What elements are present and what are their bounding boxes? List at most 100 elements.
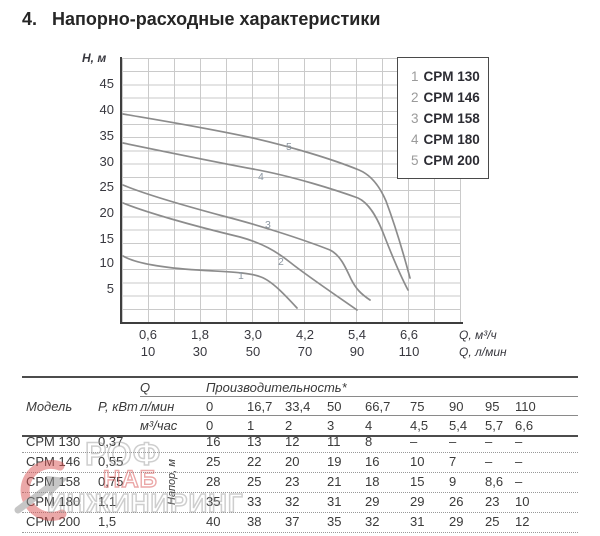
table-row: CPM 146 0,55 25 22 20 19 16 10 7 – –: [22, 453, 578, 473]
curve-label-5: 5: [286, 141, 292, 153]
table-row: CPM 200 1,5 40 38 37 35 32 31 29 25 12: [22, 513, 578, 533]
head-value: 31: [327, 494, 342, 509]
head-value: 9: [449, 474, 457, 489]
section-number: 4.: [22, 9, 38, 29]
curve-label-1: 1: [238, 270, 244, 282]
legend-item: 3 CPM 158: [411, 108, 488, 129]
head-value: 35: [206, 494, 221, 509]
curve-label-2: 2: [278, 256, 284, 268]
head-value: 7: [449, 454, 457, 469]
lmin-col: 16,7: [247, 397, 285, 416]
col-header-q: Q: [140, 378, 206, 397]
curve-label-3: 3: [265, 219, 271, 231]
legend-item-number: 3: [411, 111, 419, 126]
legend-item-name: CPM 146: [423, 90, 480, 105]
x-axis-title-m3h: Q, м³/ч: [459, 328, 497, 342]
curve-cpm-158: [122, 184, 371, 301]
m3h-col: 4: [365, 418, 373, 433]
legend-item-name: CPM 130: [423, 69, 480, 84]
table-row: CPM 180 1,1 35 33 32 31 29 29 26 23 10: [22, 493, 578, 513]
lmin-col: 0: [206, 397, 247, 416]
x-tick-lmin: 110: [398, 344, 420, 359]
model-cell: CPM 130: [26, 434, 81, 449]
model-cell: CPM 180: [26, 494, 81, 509]
lmin-col: 75: [410, 397, 449, 416]
head-value: 33: [247, 494, 262, 509]
col-header-productivity: Производительность*: [206, 378, 578, 397]
x-tick-m3h: 1,8: [190, 327, 210, 342]
y-tick: 20: [99, 205, 114, 220]
performance-table-body: CPM 130 0,37 16 13 12 11 8 – – – – CPM 1…: [22, 433, 578, 533]
x-tick-m3h: 6,6: [399, 327, 419, 342]
pump-curves: [122, 113, 411, 311]
head-value: –: [515, 434, 523, 449]
head-value: 22: [247, 454, 262, 469]
m3h-col: 5,4: [449, 418, 468, 433]
head-value: –: [515, 474, 523, 489]
col-header-model: Модель: [26, 399, 73, 414]
lmin-col: 66,7: [365, 397, 410, 416]
power-cell: 0,55: [98, 454, 124, 469]
head-value: 19: [327, 454, 342, 469]
x-axis-title-lmin: Q, л/мин: [459, 345, 507, 359]
legend-item-name: CPM 158: [423, 111, 480, 126]
model-cell: CPM 200: [26, 514, 81, 529]
power-cell: 0,75: [98, 474, 124, 489]
x-tick-m3h: 4,2: [295, 327, 315, 342]
curve-cpm-180: [122, 142, 409, 291]
head-value: 38: [247, 514, 262, 529]
legend-item: 5 CPM 200: [411, 150, 488, 171]
y-axis-title: H, м: [82, 51, 107, 65]
legend-item-number: 4: [411, 132, 419, 147]
head-value: –: [515, 454, 523, 469]
y-tick: 45: [99, 76, 114, 91]
lmin-col: 33,4: [285, 397, 327, 416]
power-cell: 1,1: [98, 494, 117, 509]
x-tick-m3h: 0,6: [138, 327, 158, 342]
lmin-col: 110: [515, 397, 578, 416]
m3h-col: 1: [247, 418, 255, 433]
m3h-col: 3: [327, 418, 335, 433]
y-tick: 35: [99, 128, 114, 143]
row-header-lmin: л/мин: [140, 397, 206, 416]
model-cell: CPM 158: [26, 474, 81, 489]
head-value: 40: [206, 514, 221, 529]
curve-cpm-130: [122, 255, 298, 309]
curve-cpm-146: [122, 202, 358, 311]
section-title: 4. Напорно-расходные характеристики: [22, 9, 380, 30]
legend-item-number: 2: [411, 90, 419, 105]
legend-item: 1 CPM 130: [411, 66, 488, 87]
head-value: 16: [206, 434, 221, 449]
y-tick: 40: [99, 102, 114, 117]
table-row: CPM 158 0,75 28 25 23 21 18 15 9 8,6 –: [22, 473, 578, 493]
head-value: 10: [515, 494, 530, 509]
y-tick: 10: [99, 255, 114, 270]
head-value: –: [449, 434, 457, 449]
curve-label-4: 4: [258, 171, 264, 183]
head-value: 31: [410, 514, 425, 529]
head-value: 29: [365, 494, 380, 509]
head-value: 35: [327, 514, 342, 529]
head-value: 29: [410, 494, 425, 509]
legend-item-number: 1: [411, 69, 419, 84]
legend-item: 2 CPM 146: [411, 87, 488, 108]
head-value: 23: [285, 474, 300, 489]
page-title: Напорно-расходные характеристики: [52, 9, 381, 29]
head-value: 37: [285, 514, 300, 529]
legend-item-name: CPM 200: [423, 153, 480, 168]
head-value: –: [485, 434, 493, 449]
head-value: 15: [410, 474, 425, 489]
head-value: 32: [365, 514, 380, 529]
performance-table-header: Модель P, кВт Q Производительность* л/ми…: [22, 376, 578, 437]
head-value: 8,6: [485, 474, 504, 489]
head-value: 25: [485, 514, 500, 529]
y-tick: 25: [99, 179, 114, 194]
x-tick-lmin: 30: [192, 344, 208, 359]
lmin-col: 95: [485, 397, 515, 416]
head-value: 25: [247, 474, 262, 489]
power-cell: 0,37: [98, 434, 124, 449]
lmin-col: 90: [449, 397, 485, 416]
head-value: 12: [285, 434, 300, 449]
m3h-col: 2: [285, 418, 293, 433]
